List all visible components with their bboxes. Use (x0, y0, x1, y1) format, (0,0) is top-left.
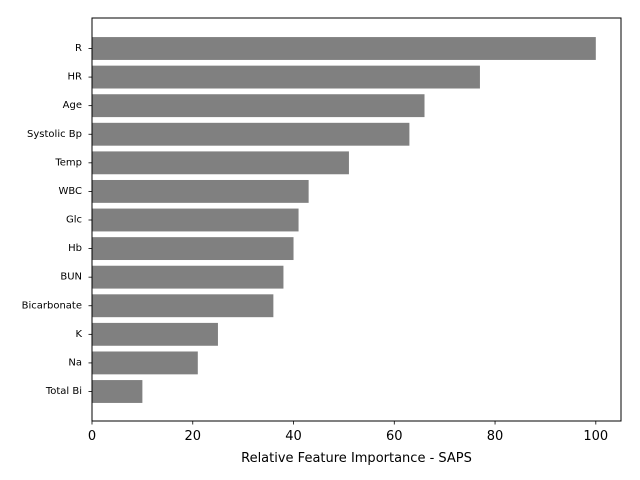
bar-glc (92, 208, 299, 232)
y-tick-label: Systolic Bp (27, 129, 82, 140)
bar-total-bi (92, 380, 143, 403)
y-tick-label: R (75, 43, 82, 54)
bar-na (92, 351, 198, 375)
x-tick-label: 20 (184, 429, 201, 444)
bar-wbc (92, 179, 309, 203)
y-tick-label: Age (63, 100, 82, 111)
y-tick-label: Bicarbonate (22, 300, 82, 311)
y-tick-label: HR (68, 72, 83, 83)
plot-area-frame (91, 17, 622, 422)
bar-bun (92, 265, 284, 289)
bar-r (92, 37, 596, 60)
x-tick-label: 100 (583, 429, 608, 444)
x-tick-label: 0 (88, 429, 96, 444)
bar-hr (92, 65, 480, 89)
bar-systolic-bp (92, 122, 410, 146)
x-tick-label: 40 (285, 429, 302, 444)
y-tick-label: Glc (66, 215, 82, 226)
bar-age (92, 94, 425, 118)
y-tick-label: Hb (68, 243, 82, 254)
bar-k (92, 322, 218, 346)
x-tick-label: 60 (386, 429, 403, 444)
bar-temp (92, 151, 349, 175)
x-tick-label: 80 (487, 429, 504, 444)
y-tick-label: K (75, 329, 82, 340)
y-tick-label: Total Bi (45, 386, 82, 397)
y-tick-label: BUN (60, 272, 82, 283)
y-tick-labels: R HR Age Systolic Bp Temp WBC Glc Hb BUN Bicarbon… (22, 43, 92, 397)
x-ticks: 0 20 40 60 80 100 (88, 421, 608, 444)
bars-group (92, 37, 596, 403)
y-tick-label: WBC (58, 186, 82, 197)
bar-bicarbonate (92, 294, 274, 318)
bar-hb (92, 237, 294, 261)
x-axis-label: Relative Feature Importance - SAPS (241, 451, 472, 466)
y-tick-label: Temp (54, 157, 82, 168)
y-tick-label: Na (68, 357, 82, 368)
